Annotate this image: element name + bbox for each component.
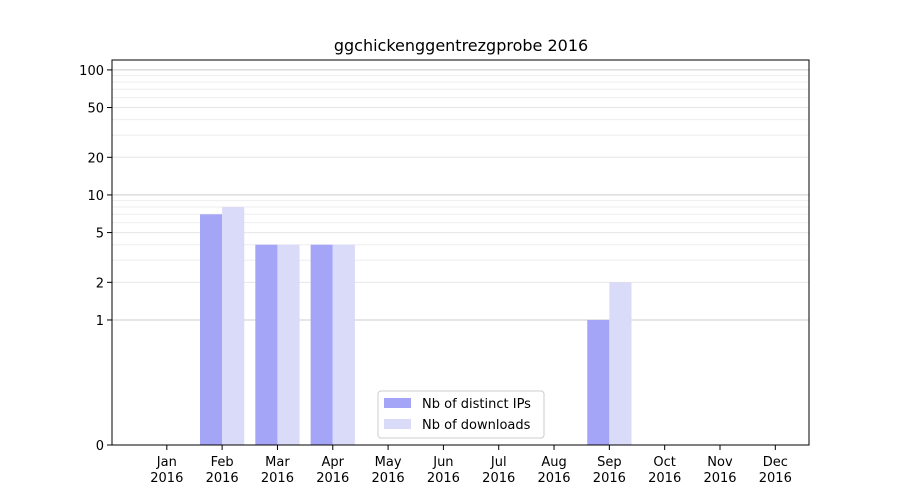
bar xyxy=(222,207,245,445)
y-tick-label: 20 xyxy=(87,151,104,166)
legend-swatch xyxy=(384,419,411,429)
legend-label: Nb of distinct IPs xyxy=(422,397,531,412)
x-axis: Jan 2016 Feb 2016 Mar 2016 Apr 2016 May 2016 Jun 20… xyxy=(150,445,792,486)
y-axis: 0 1 2 5 10 20 50 100 xyxy=(79,64,112,454)
legend-box xyxy=(377,390,545,439)
legend-label: Nb of downloads xyxy=(422,418,531,433)
bars xyxy=(200,207,632,445)
bar xyxy=(255,244,278,445)
x-tick-label: Oct 2016 xyxy=(648,455,681,486)
x-tick-label: Jan 2016 xyxy=(150,455,183,486)
legend: Nb of distinct IPs Nb of downloads xyxy=(377,390,545,439)
y-tick-label: 10 xyxy=(87,189,104,204)
y-tick-label: 2 xyxy=(96,276,104,291)
y-tick-label: 1 xyxy=(96,314,104,329)
x-tick-label: Jul 2016 xyxy=(482,455,515,486)
x-tick-label: May 2016 xyxy=(372,455,405,486)
plot-frame xyxy=(111,59,810,446)
y-tick-label: 50 xyxy=(87,102,104,117)
legend-swatch xyxy=(384,398,411,408)
bar xyxy=(310,244,333,445)
bar xyxy=(200,214,223,445)
y-tick-label: 100 xyxy=(79,64,104,79)
bar xyxy=(609,282,632,445)
x-tick-label: Sep 2016 xyxy=(593,455,626,486)
y-tick-label: 0 xyxy=(96,439,104,454)
x-tick-label: Mar 2016 xyxy=(261,455,294,486)
chart-title: ggchickenggentrezgprobe 2016 xyxy=(334,36,588,55)
x-tick-label: Aug 2016 xyxy=(537,455,570,486)
x-tick-label: Dec 2016 xyxy=(759,455,792,486)
bar xyxy=(277,244,300,445)
x-tick-label: Jun 2016 xyxy=(427,455,460,486)
x-tick-label: Nov 2016 xyxy=(703,455,736,486)
bar xyxy=(332,244,355,445)
bar xyxy=(587,319,610,445)
x-tick-label: Feb 2016 xyxy=(206,455,239,486)
y-tick-label: 5 xyxy=(96,227,104,242)
x-tick-label: Apr 2016 xyxy=(316,455,349,486)
